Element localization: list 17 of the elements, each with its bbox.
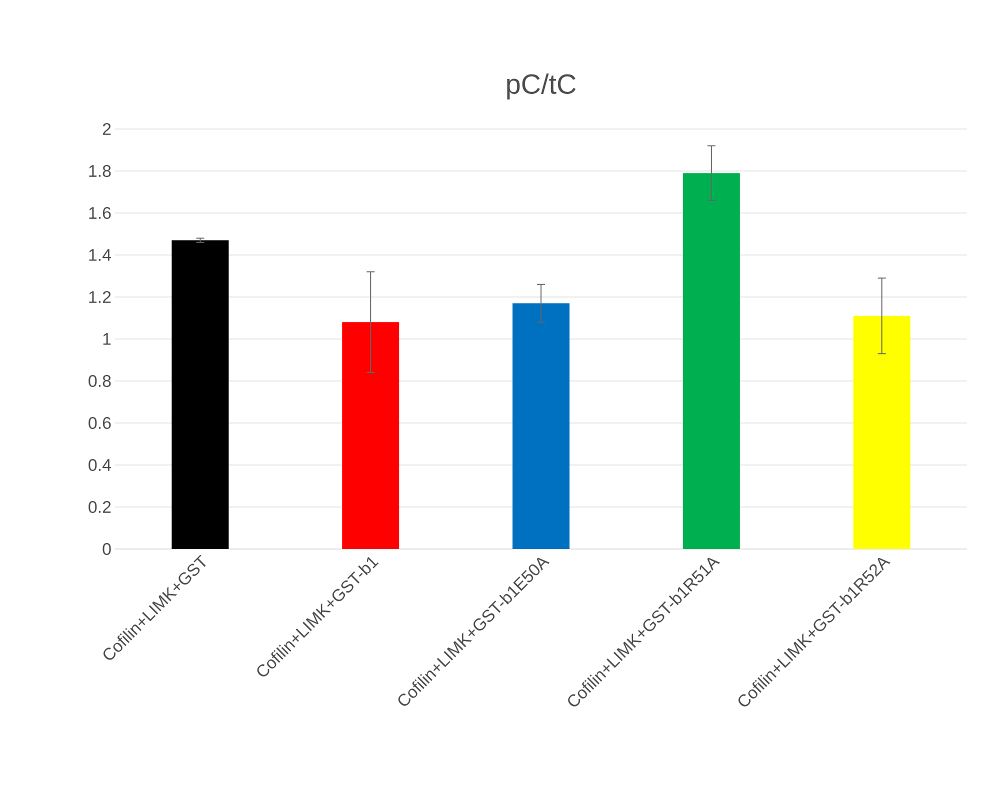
bar [512,303,570,549]
y-tick-label: 0.8 [88,374,111,387]
y-tick-label: 1.2 [89,291,111,303]
chart-title: pC/tC [507,73,576,100]
bar [682,173,740,549]
bar [172,240,229,549]
y-tick-label: 0.4 [88,458,111,471]
y-tick-label: 1.6 [89,206,111,219]
y-tick-label: 0.6 [88,416,111,429]
y-tick-label: 0.2 [88,500,111,513]
y-tick-label: 2 [102,123,111,135]
y-tick-label: 1.8 [89,164,111,177]
y-tick-label: 1 [103,333,111,345]
bar [853,316,910,549]
y-tick-label: 1.4 [89,249,111,261]
bar [342,322,400,549]
y-tick-label: 0 [102,542,111,555]
